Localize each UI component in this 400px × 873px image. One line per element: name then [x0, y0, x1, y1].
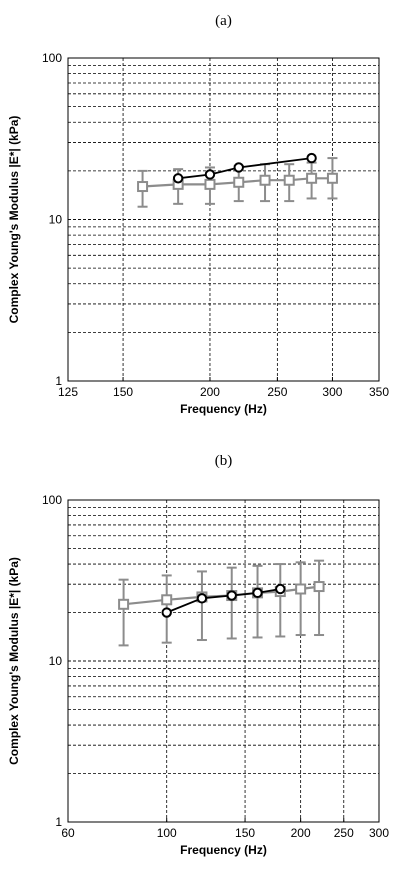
- y-tick-label: 1: [55, 374, 62, 388]
- y-axis-label: Complex Young's Modulus |E*| (kPa): [7, 557, 21, 765]
- gridlines: [68, 500, 379, 822]
- panel-label: (b): [215, 453, 233, 469]
- x-tick-label: 350: [369, 385, 389, 399]
- y-axis-label: Complex Young's Modulus |E*| (kPa): [7, 116, 21, 324]
- x-tick-label: 300: [322, 385, 342, 399]
- data-point-circle: [172, 173, 184, 184]
- data-point-square: [137, 181, 149, 193]
- series-circle: [172, 152, 317, 184]
- x-tick-label: 100: [157, 826, 177, 840]
- x-tick-label: 150: [113, 385, 133, 399]
- y-tick-label: 1: [55, 815, 62, 829]
- data-point-circle: [275, 583, 286, 595]
- data-point-square: [313, 581, 325, 593]
- data-point-circle: [161, 607, 172, 618]
- panel-label: (a): [215, 13, 232, 29]
- data-point-square: [283, 174, 295, 186]
- data-point-circle: [252, 587, 263, 599]
- x-tick-label: 300: [369, 826, 389, 840]
- y-tick-label: 100: [42, 51, 62, 65]
- y-tick-label: 10: [49, 654, 63, 668]
- chart-panel-1: (a) 125 150 200 250 300 350 1 10 100 Frequency (Hz…: [7, 13, 389, 416]
- data-point-circle: [204, 169, 216, 180]
- x-tick-label: 200: [200, 385, 220, 399]
- x-tick-label: 60: [61, 826, 75, 840]
- x-axis-label: Frequency (Hz): [180, 843, 267, 857]
- data-point-circle: [233, 162, 244, 173]
- plot-frame: [67, 57, 380, 382]
- x-tick-label: 200: [291, 826, 311, 840]
- x-tick-label: 250: [267, 385, 287, 399]
- gridlines: [68, 58, 379, 381]
- series-line: [123, 585, 320, 606]
- x-axis-label: Frequency (Hz): [180, 402, 267, 416]
- y-tick-label: 10: [49, 213, 63, 227]
- x-tick-label: 150: [235, 826, 255, 840]
- data-point-square: [204, 178, 216, 190]
- series-line: [166, 588, 281, 614]
- data-point-circle: [226, 590, 237, 601]
- y-tick-label: 100: [42, 493, 62, 507]
- data-point-circle: [306, 152, 317, 164]
- data-point-circle: [196, 593, 208, 604]
- series-line: [177, 157, 312, 180]
- data-point-square: [161, 594, 173, 606]
- series-square: [137, 157, 338, 208]
- data-point-square: [295, 583, 307, 595]
- data-point-square: [233, 176, 245, 188]
- plot-frame: [67, 499, 380, 823]
- series-square: [118, 559, 325, 647]
- data-point-square: [326, 172, 338, 184]
- data-point-square: [118, 598, 130, 610]
- data-point-square: [306, 172, 318, 184]
- series-circle: [161, 583, 286, 618]
- x-tick-label: 250: [334, 826, 354, 840]
- data-point-square: [259, 174, 271, 186]
- x-tick-label: 125: [58, 385, 78, 399]
